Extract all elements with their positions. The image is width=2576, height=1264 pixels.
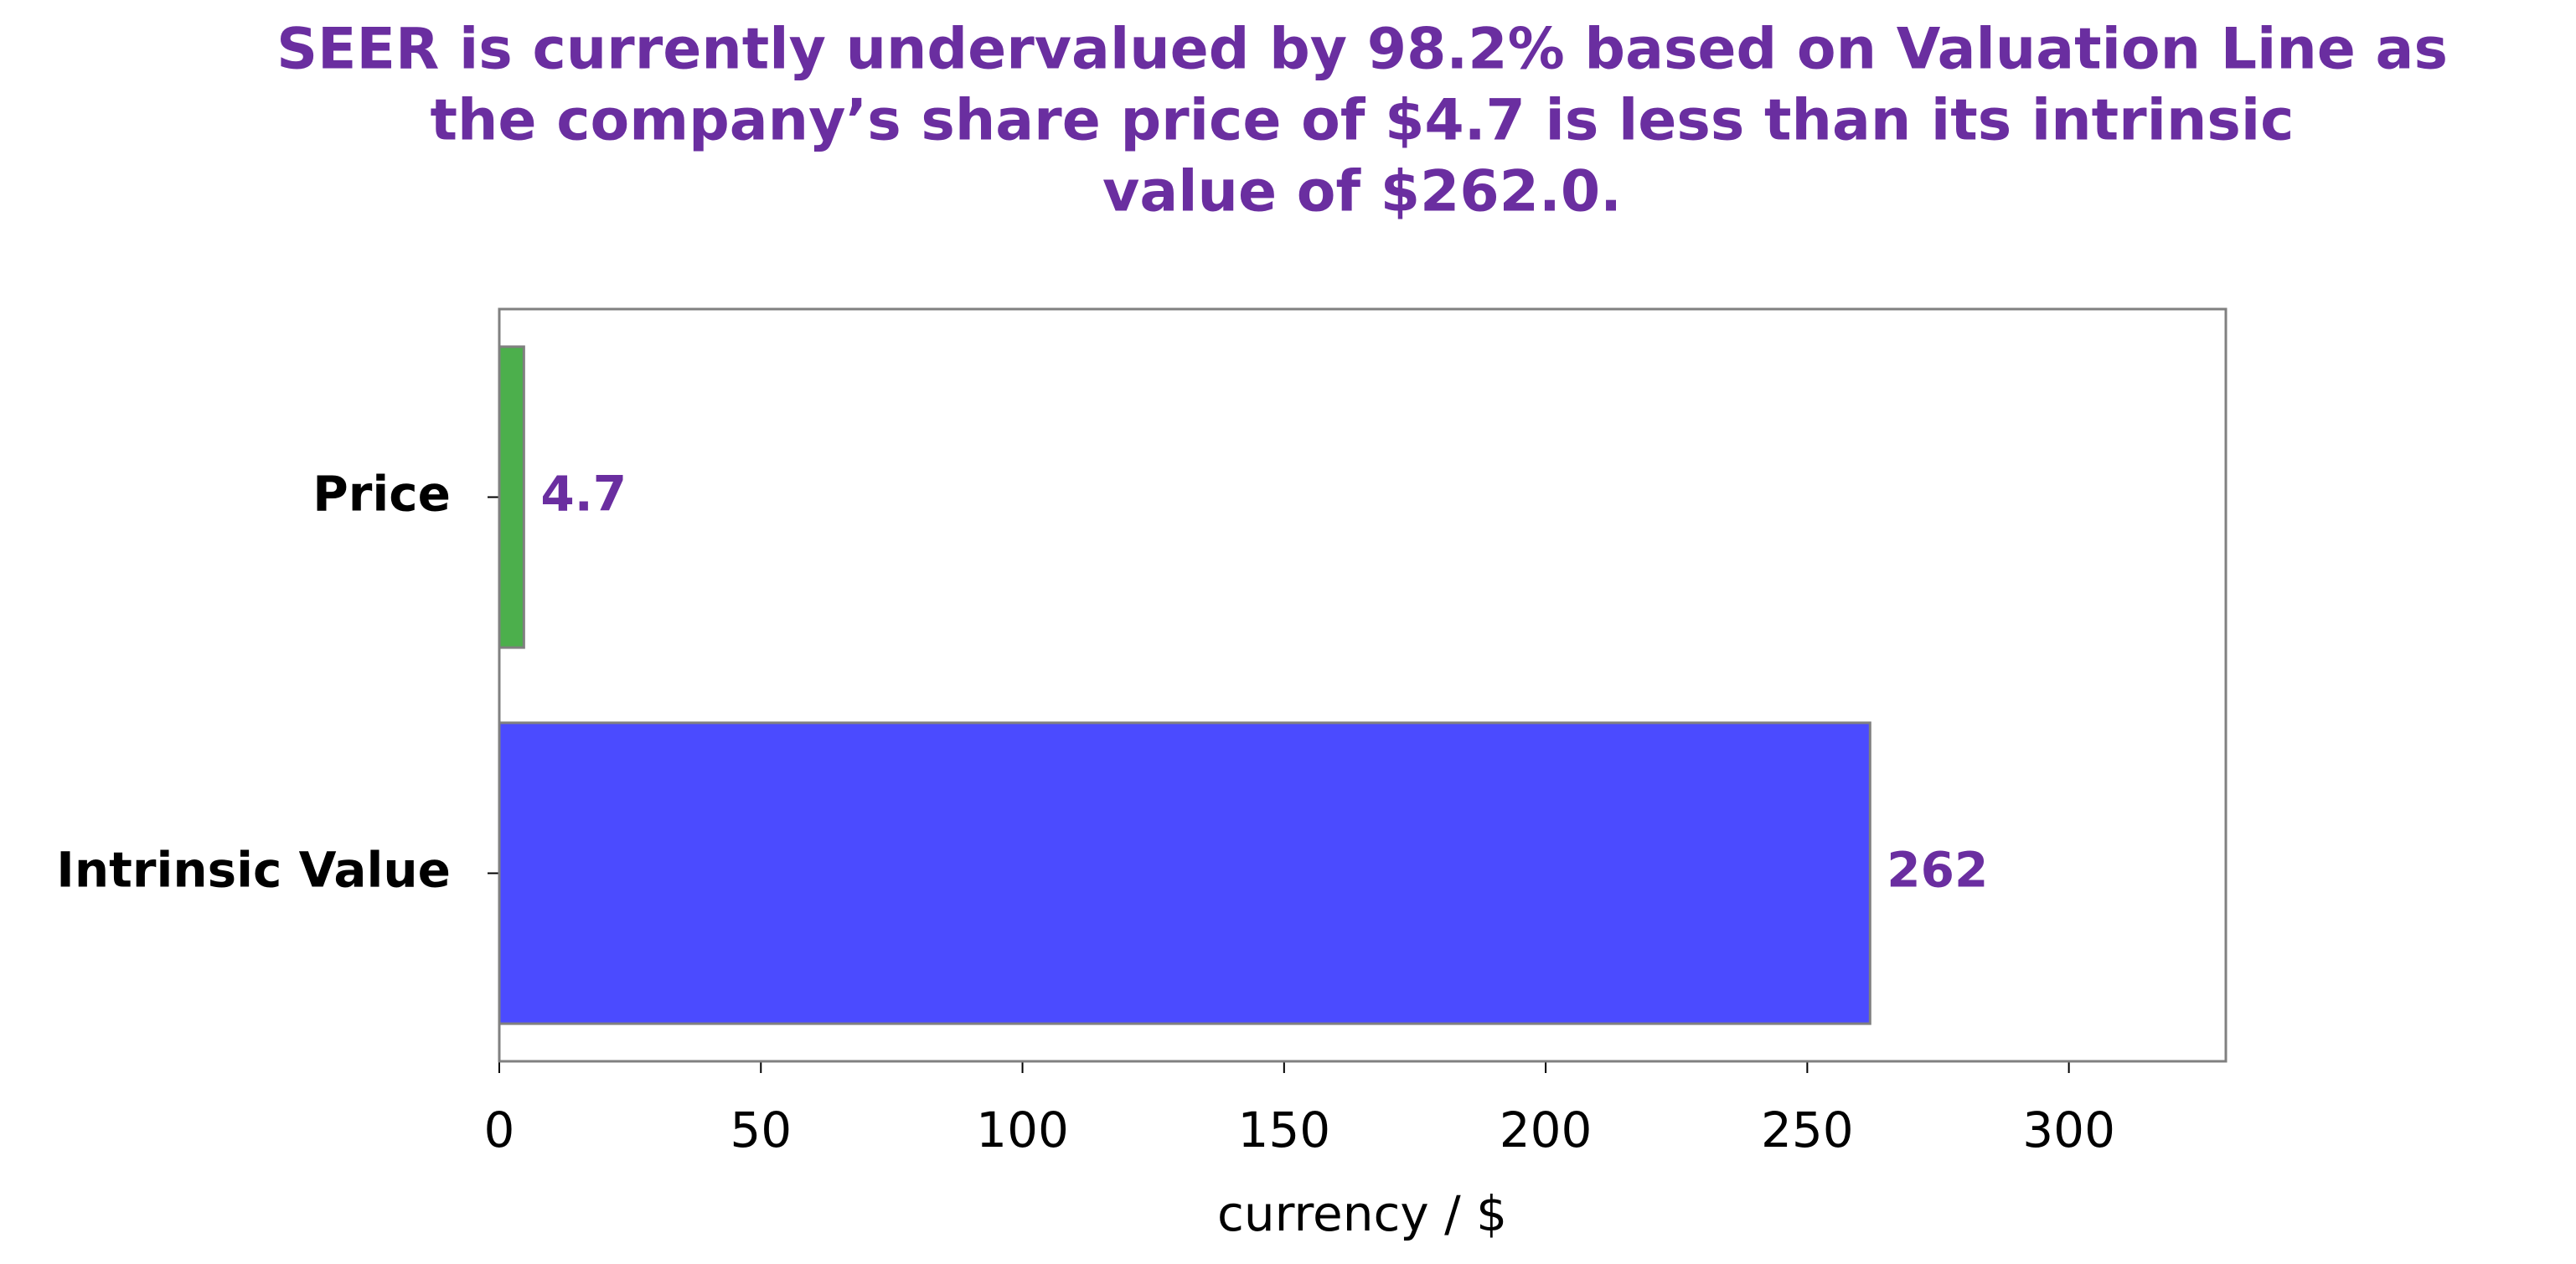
value-label: 262 (1887, 842, 1988, 899)
x-tick-label: 100 (976, 1101, 1069, 1158)
x-tick-label: 200 (1500, 1101, 1593, 1158)
x-tick-label: 300 (2022, 1101, 2115, 1158)
bar (498, 345, 525, 649)
chart-title: SEER is currently undervalued by 98.2% b… (276, 17, 2448, 83)
x-tick-label: 50 (730, 1101, 792, 1158)
x-tick-label: 0 (484, 1101, 515, 1158)
chart-title: value of $262.0. (1102, 159, 1622, 225)
chart-title: the company’s share price of $4.7 is les… (431, 88, 2295, 154)
value-label: 4.7 (540, 466, 627, 523)
y-tick-label: Intrinsic Value (56, 842, 451, 899)
x-axis-label: currency / $ (1217, 1185, 1507, 1242)
x-tick-label: 250 (1761, 1101, 1854, 1158)
bar (498, 721, 1871, 1025)
x-tick-label: 150 (1237, 1101, 1330, 1158)
y-tick-label: Price (312, 466, 451, 523)
plot-frame (498, 307, 2228, 1063)
